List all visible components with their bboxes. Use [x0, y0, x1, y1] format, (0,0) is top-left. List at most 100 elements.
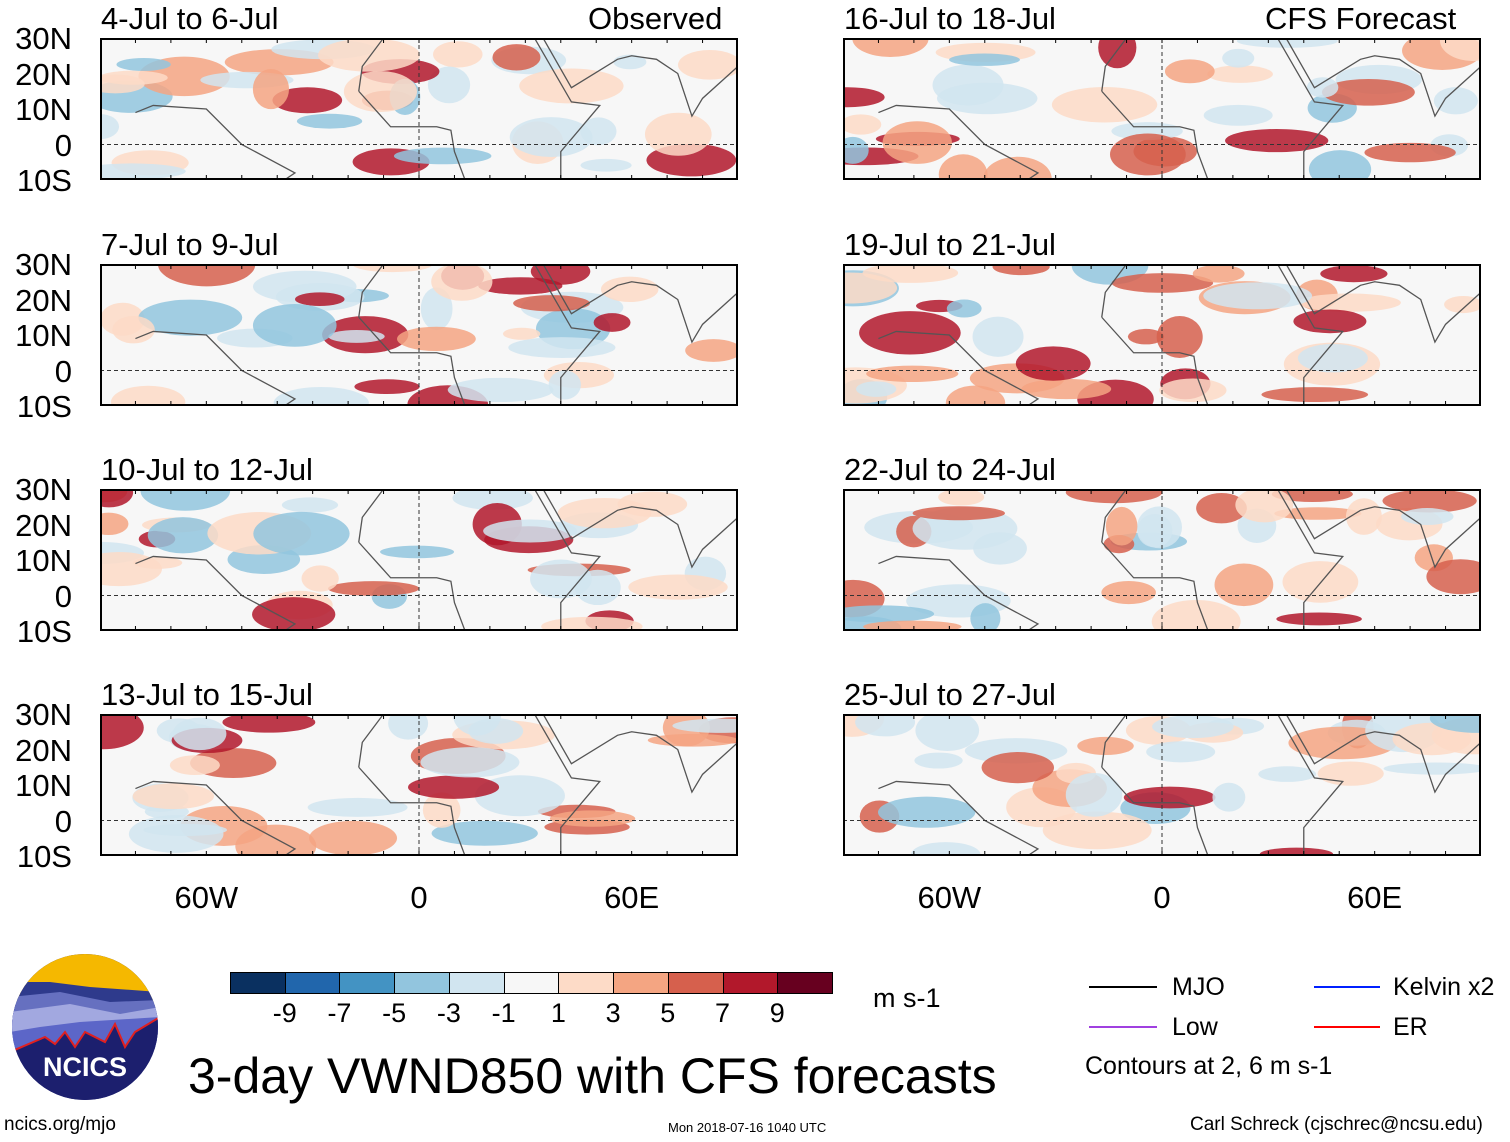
- colorbar-label: 7: [715, 998, 731, 1028]
- wind-anomaly-blob: [422, 792, 461, 828]
- wind-anomaly-blob: [307, 797, 408, 817]
- wind-anomaly-blob: [309, 820, 398, 856]
- wind-anomaly-blob: [866, 365, 959, 382]
- wind-anomaly-blob: [393, 147, 492, 165]
- wind-anomaly-blob: [877, 796, 976, 828]
- legend-line-low: [1089, 1026, 1157, 1028]
- wind-anomaly-blob: [1236, 38, 1338, 48]
- y-tick-label: 10N: [15, 92, 72, 127]
- y-tick-label: 30N: [15, 21, 72, 56]
- wind-anomaly-blob: [1259, 847, 1334, 856]
- colorbar-swatch: [722, 972, 779, 994]
- wind-anomaly-blob: [1433, 87, 1478, 115]
- wind-anomaly-blob: [301, 565, 339, 592]
- wind-anomaly-blob: [327, 581, 420, 596]
- y-tick-label: 10N: [15, 768, 72, 803]
- wind-anomaly-blob: [427, 66, 471, 104]
- wind-anomaly-blob: [600, 276, 659, 303]
- coastline: [358, 264, 602, 406]
- wind-anomaly-blob: [946, 299, 982, 318]
- x-tick-label: 0: [1153, 880, 1171, 915]
- y-tick-label: 10S: [16, 839, 72, 874]
- coastline: [542, 714, 738, 794]
- y-tick-label: 20N: [15, 282, 72, 318]
- panel-title: 19-Jul to 21-Jul: [844, 227, 1056, 262]
- panel-title: 13-Jul to 15-Jul: [101, 677, 313, 712]
- vwnd-map-panel: [100, 38, 738, 180]
- wind-anomaly-blob: [970, 603, 1001, 631]
- colorbar-swatch: [339, 972, 396, 994]
- wind-anomaly-blob: [1042, 811, 1152, 850]
- wind-anomaly-blob: [509, 117, 593, 157]
- wind-anomaly-blob: [222, 714, 316, 733]
- y-tick-label: 0: [54, 127, 72, 163]
- panel-title: 10-Jul to 12-Jul: [101, 452, 313, 487]
- wind-anomaly-blob: [843, 272, 898, 304]
- wind-anomaly-blob: [1152, 715, 1234, 739]
- wind-anomaly-blob: [100, 714, 144, 750]
- legend-line-er: [1314, 1026, 1380, 1028]
- footer-author: Carl Schreck (cjschrec@ncsu.edu): [1190, 1114, 1483, 1135]
- wind-anomaly-blob: [972, 316, 1024, 357]
- y-tick-label: 0: [54, 803, 72, 839]
- coastline: [1101, 541, 1209, 631]
- wind-anomaly-blob: [1293, 309, 1367, 334]
- colorbar-label: 5: [660, 998, 676, 1028]
- wind-anomaly-blob: [252, 68, 290, 110]
- contours-note: Contours at 2, 6 m s-1: [1085, 1052, 1333, 1080]
- wind-anomaly-blob: [981, 752, 1054, 784]
- vwnd-map-panel: [100, 489, 738, 631]
- wind-anomaly-blob: [1429, 714, 1481, 733]
- wind-anomaly-blob: [273, 386, 369, 406]
- wind-anomaly-blob: [1382, 489, 1477, 513]
- coastline: [542, 38, 738, 118]
- wind-anomaly-blob: [1225, 128, 1329, 153]
- panel-title: 4-Jul to 6-Jul: [101, 1, 279, 36]
- vwnd-map-panel: [843, 264, 1481, 406]
- wind-anomaly-blob: [252, 597, 336, 631]
- wind-anomaly-blob: [1222, 48, 1255, 68]
- colorbar-label: -5: [382, 998, 407, 1028]
- x-tick-label: 60E: [1347, 880, 1403, 915]
- legend-label-mjo: MJO: [1172, 973, 1225, 1001]
- wind-anomaly-blob: [1137, 514, 1173, 548]
- wind-anomaly-blob: [408, 775, 500, 799]
- wind-anomaly-blob: [1317, 761, 1384, 786]
- y-tick-label: 10N: [15, 318, 72, 353]
- wind-anomaly-blob: [1151, 599, 1241, 631]
- wind-anomaly-blob: [1297, 343, 1368, 373]
- wind-anomaly-blob: [1383, 762, 1481, 775]
- colorbar-swatch: [394, 972, 450, 994]
- wind-anomaly-blob: [354, 379, 420, 395]
- wind-anomaly-blob: [1364, 142, 1456, 163]
- wind-anomaly-blob: [172, 717, 227, 751]
- wind-anomaly-blob: [1127, 328, 1164, 345]
- y-tick-label: 20N: [15, 507, 72, 543]
- footer-url[interactable]: ncics.org/mjo: [4, 1114, 116, 1135]
- wind-anomaly-blob: [1320, 265, 1388, 283]
- coastline: [1101, 38, 1345, 180]
- wind-anomaly-blob: [431, 820, 538, 846]
- panel-title: 7-Jul to 9-Jul: [101, 227, 279, 262]
- wind-anomaly-blob: [433, 41, 483, 68]
- wind-anomaly-blob: [100, 114, 120, 140]
- wind-anomaly-blob: [644, 112, 712, 156]
- wind-anomaly-blob: [541, 616, 643, 631]
- wind-anomaly-blob: [1109, 133, 1186, 176]
- wind-anomaly-blob: [1105, 506, 1138, 546]
- wind-anomaly-blob: [110, 385, 186, 406]
- colorbar-label: -9: [272, 998, 297, 1028]
- wind-anomaly-blob: [1235, 489, 1294, 523]
- wind-anomaly-blob: [593, 313, 631, 332]
- coastline: [358, 316, 466, 406]
- wind-anomaly-blob: [1159, 378, 1227, 403]
- wind-anomaly-blob: [1065, 489, 1163, 504]
- colorbar-label: 1: [550, 998, 566, 1028]
- wind-anomaly-blob: [855, 714, 916, 737]
- y-tick-label: 10S: [16, 163, 72, 198]
- wind-anomaly-blob: [452, 489, 533, 510]
- coastline: [542, 264, 738, 344]
- vwnd-map-panel: [843, 38, 1481, 180]
- wind-anomaly-blob: [1282, 561, 1359, 603]
- wind-anomaly-blob: [452, 714, 502, 736]
